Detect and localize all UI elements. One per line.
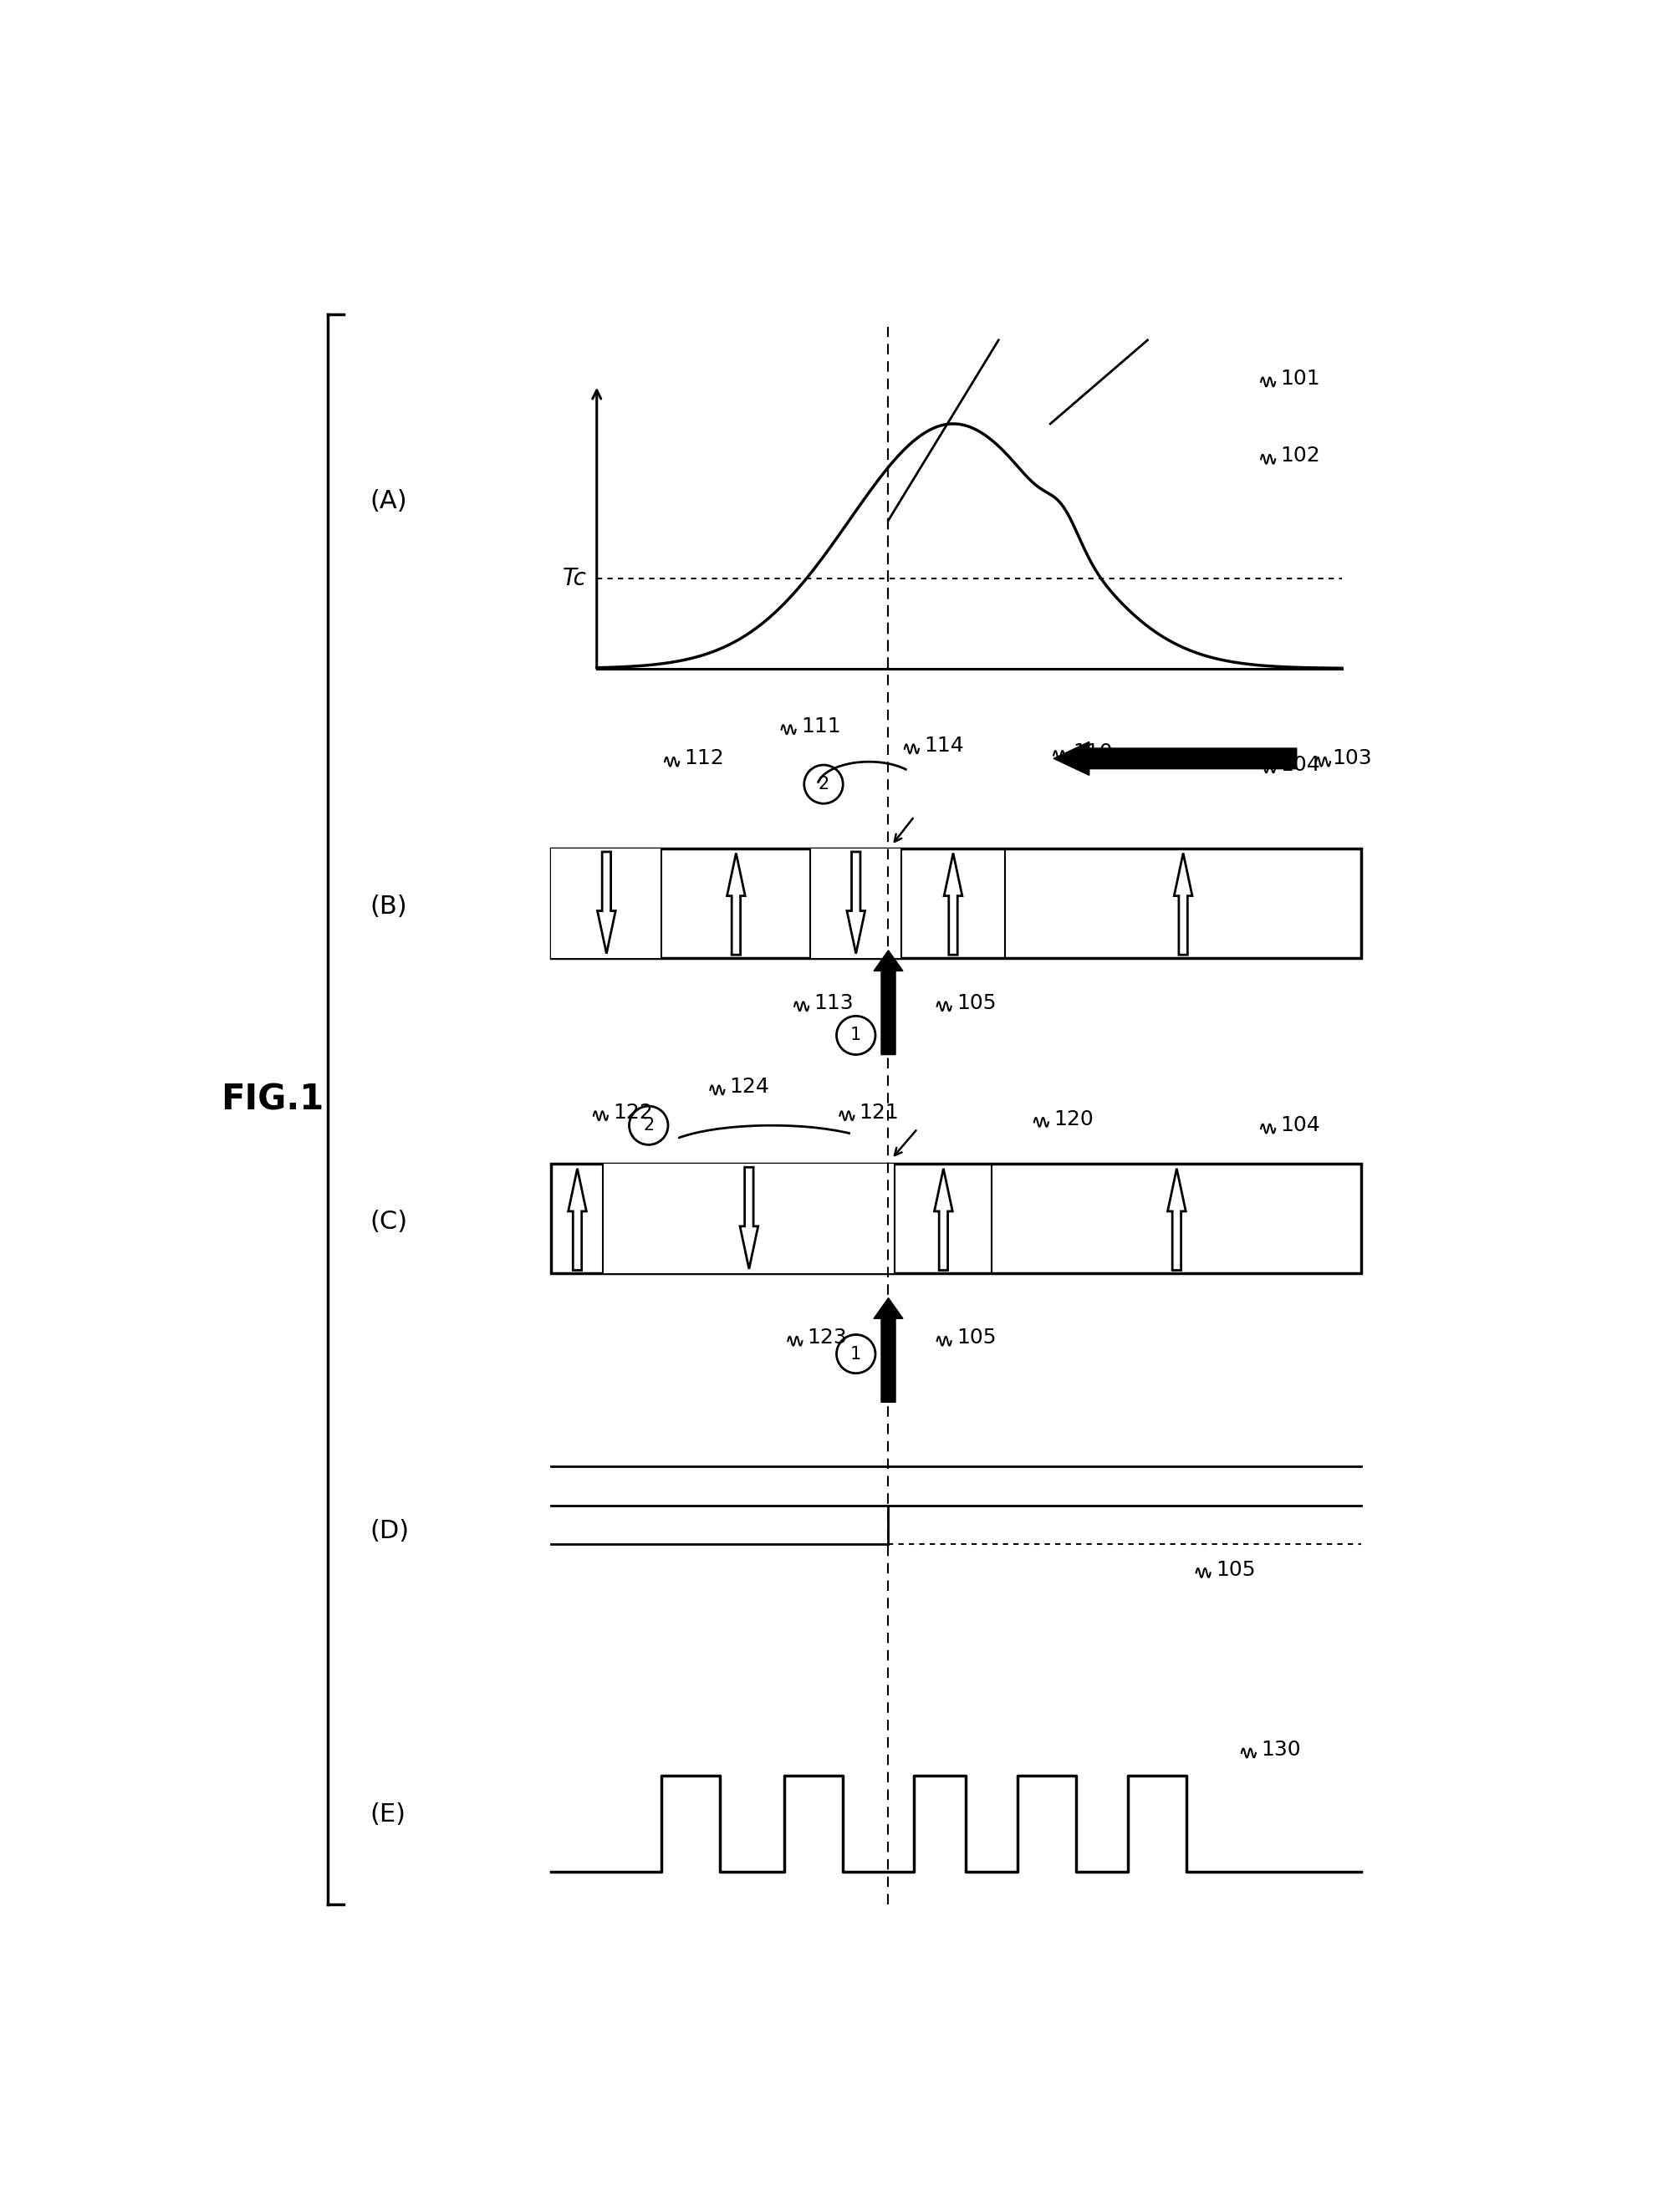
Text: 112: 112	[683, 748, 723, 768]
Text: (E): (E)	[369, 1803, 406, 1827]
Text: 2: 2	[642, 1117, 654, 1135]
Polygon shape	[597, 852, 615, 953]
Polygon shape	[1167, 1168, 1186, 1270]
Polygon shape	[943, 854, 961, 956]
Text: 2: 2	[818, 776, 828, 792]
Text: 123: 123	[807, 1327, 846, 1347]
Polygon shape	[1174, 854, 1192, 956]
Text: 104: 104	[1281, 1115, 1320, 1135]
Text: (A): (A)	[369, 489, 407, 513]
Text: 1: 1	[850, 1026, 861, 1044]
Text: (D): (D)	[369, 1520, 409, 1544]
Text: 120: 120	[1053, 1108, 1093, 1128]
Text: 105: 105	[1216, 1559, 1254, 1579]
Polygon shape	[935, 1168, 951, 1270]
Bar	[550, 849, 662, 958]
FancyArrow shape	[873, 951, 903, 1055]
Text: 105: 105	[956, 1327, 996, 1347]
Text: (C): (C)	[369, 1210, 407, 1234]
FancyArrow shape	[1053, 741, 1295, 774]
Text: 111: 111	[800, 717, 840, 737]
Text: 102: 102	[1281, 447, 1320, 467]
Text: 110: 110	[1073, 741, 1113, 763]
Text: 101: 101	[1281, 369, 1319, 389]
Bar	[604, 1164, 895, 1274]
Bar	[550, 1164, 1360, 1274]
Text: 104: 104	[1281, 754, 1320, 774]
Text: FIG.1: FIG.1	[221, 1082, 324, 1117]
FancyArrow shape	[873, 1298, 903, 1402]
Text: 113: 113	[813, 993, 853, 1013]
Text: 103: 103	[1332, 748, 1372, 768]
Text: 105: 105	[956, 993, 996, 1013]
Text: 122: 122	[612, 1102, 652, 1121]
Text: 121: 121	[858, 1102, 898, 1121]
Bar	[810, 849, 901, 958]
Text: (B): (B)	[369, 894, 407, 918]
Text: 124: 124	[730, 1077, 770, 1097]
Text: 1: 1	[850, 1345, 861, 1363]
Polygon shape	[846, 852, 865, 953]
Polygon shape	[727, 854, 745, 956]
Text: Tc: Tc	[562, 566, 587, 591]
Text: 114: 114	[923, 737, 963, 757]
Polygon shape	[740, 1168, 758, 1270]
Bar	[550, 849, 1360, 958]
Polygon shape	[569, 1168, 585, 1270]
Text: 130: 130	[1261, 1741, 1300, 1761]
